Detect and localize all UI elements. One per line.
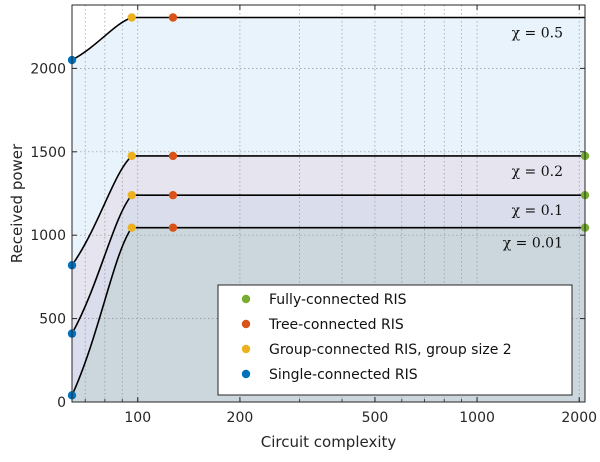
group-marker-2 xyxy=(127,190,136,200)
tree-marker-0 xyxy=(168,13,178,22)
x-tick-label-1: 200 xyxy=(227,410,254,426)
y-tick-label-2: 1000 xyxy=(30,228,66,244)
axis-ticks: 100 200 500 1000 2000 0 500 1000 1500 2000 xyxy=(30,5,597,426)
series-line-2 xyxy=(71,194,585,334)
x-tick-label-0: 100 xyxy=(124,410,151,426)
y-tick-label-0: 0 xyxy=(57,395,66,411)
chi-labels: χ = 0.5 χ = 0.2 χ = 0.1 χ = 0.01 xyxy=(503,26,563,252)
x-tick-label-3: 1000 xyxy=(459,410,495,426)
series-markers xyxy=(67,13,590,400)
chi-label-3: χ = 0.01 xyxy=(503,236,563,252)
legend: Fully-connected RIS Tree-connected RIS Gro… xyxy=(217,284,573,396)
x-tick-label-2: 500 xyxy=(362,410,389,426)
legend-marker-1 xyxy=(241,319,251,329)
chi-label-2: χ = 0.1 xyxy=(512,203,563,219)
chi-label-1: χ = 0.2 xyxy=(512,164,563,180)
legend-marker-3 xyxy=(241,369,251,379)
group-marker-3 xyxy=(127,223,136,232)
group-marker-1 xyxy=(127,151,136,161)
legend-label-1: Tree-connected RIS xyxy=(268,317,404,333)
series-line-3 xyxy=(71,226,585,396)
tree-marker-2 xyxy=(168,190,178,200)
tree-marker-1 xyxy=(168,151,178,161)
legend-marker-0 xyxy=(241,294,251,304)
group-marker-0 xyxy=(127,13,136,22)
legend-label-2: Group-connected RIS, group size 2 xyxy=(269,342,512,358)
plot-frame xyxy=(71,4,586,403)
y-tick-label-3: 1500 xyxy=(30,145,66,161)
legend-label-0: Fully-connected RIS xyxy=(269,292,407,308)
legend-box xyxy=(217,284,573,396)
x-axis-label: Circuit complexity xyxy=(261,433,397,451)
x-tick-label-4: 2000 xyxy=(561,410,597,426)
y-tick-label-4: 2000 xyxy=(30,61,66,77)
y-tick-label-1: 500 xyxy=(39,312,66,328)
y-axis-label: Received power xyxy=(8,143,26,263)
legend-marker-2 xyxy=(241,344,251,354)
chi-label-0: χ = 0.5 xyxy=(512,26,563,42)
tree-marker-3 xyxy=(168,223,178,232)
legend-label-3: Single-connected RIS xyxy=(269,367,418,383)
